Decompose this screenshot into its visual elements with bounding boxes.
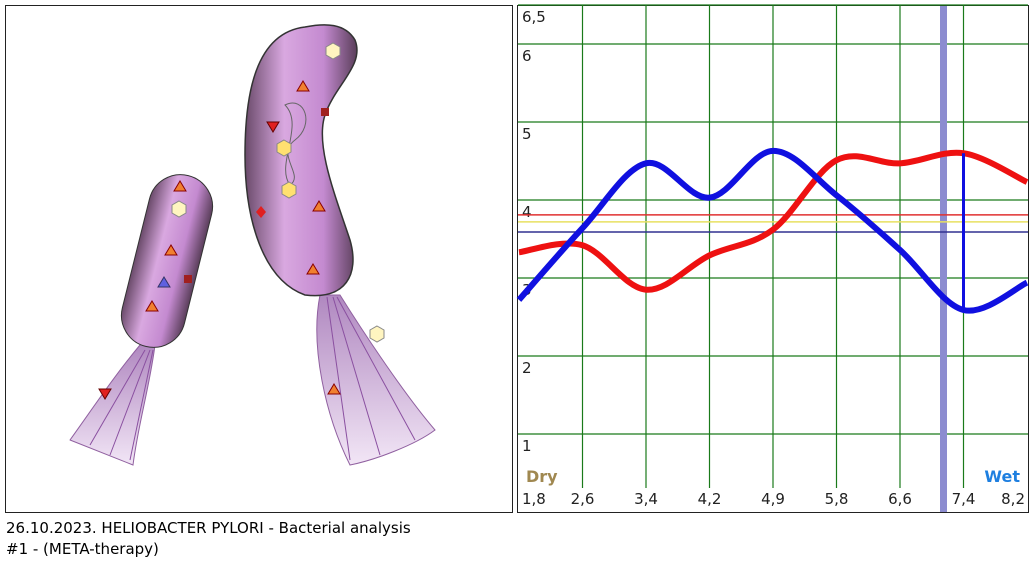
wet-label: Wet [984,467,1020,486]
y-tick-label: 6,5 [522,8,546,26]
x-tick-label: 8,2 [1001,490,1025,508]
x-tick-label: 2,6 [571,490,595,508]
y-tick-label: 5 [522,125,532,143]
chart: Dry Wet 1,8 2,6 3,4 4,2 4,9 5,8 6,6 7,4 8,2 6,5 6 5… [516,4,1029,513]
x-tick-label: 5,8 [825,490,849,508]
x-tick-label: 3,4 [634,490,658,508]
y-tick-label: 1 [522,437,532,455]
bacteria-illustration [5,5,513,513]
series-line [518,149,1029,293]
x-tick-label: 1,8 [522,490,546,508]
caption-title: 26.10.2023. HELIOBACTER PYLORI - Bacteri… [6,519,411,537]
y-tick-label: 2 [522,359,532,377]
cursor-band [940,6,947,512]
x-tick-label: 7,4 [952,490,976,508]
y-tick-label: 4 [522,203,532,221]
x-tick-label: 4,2 [698,490,722,508]
series-line [516,147,1029,314]
x-tick-label: 6,6 [888,490,912,508]
dry-label: Dry [526,467,558,486]
x-tick-label: 4,9 [761,490,785,508]
y-tick-label: 6 [522,47,532,65]
caption-subtitle: #1 - (META-therapy) [6,540,159,558]
